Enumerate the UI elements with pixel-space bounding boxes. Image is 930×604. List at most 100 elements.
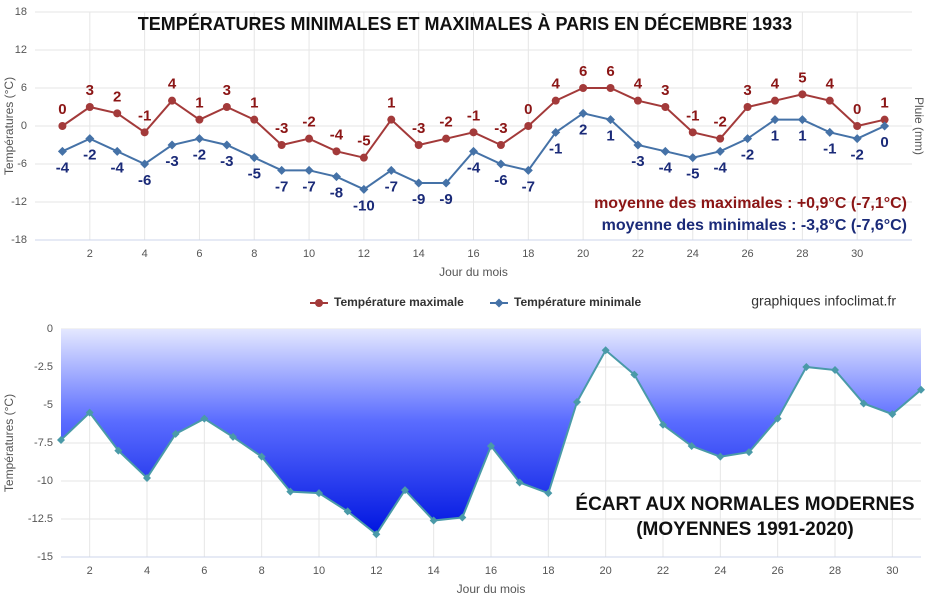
y-tick-label: 12 — [15, 44, 27, 56]
x-tick-label: 28 — [796, 248, 808, 260]
point — [250, 115, 259, 124]
area — [61, 329, 921, 535]
x-axis-title: Jour du mois — [439, 265, 508, 279]
x-tick-label: 20 — [577, 248, 589, 260]
legend-marker — [494, 298, 504, 308]
point — [277, 165, 287, 175]
point — [524, 122, 533, 130]
x-tick-label: 22 — [632, 248, 644, 260]
x-axis-title: Jour du mois — [457, 582, 526, 596]
x-tick-label: 14 — [428, 565, 440, 577]
y-tick-label: -15 — [37, 551, 53, 563]
data-label: 2 — [113, 88, 121, 105]
data-label: 0 — [853, 101, 861, 118]
y-axis-title: Températures (°C) — [2, 77, 16, 175]
data-label: -6 — [138, 172, 151, 189]
y-tick-label: 6 — [21, 82, 27, 94]
data-label: 6 — [606, 63, 614, 80]
point — [469, 146, 478, 156]
data-label: 3 — [743, 82, 751, 99]
y-tick-label: 18 — [15, 6, 27, 18]
point — [888, 410, 897, 419]
x-tick-label: 12 — [370, 565, 382, 577]
x-tick-label: 26 — [772, 565, 784, 577]
point — [578, 108, 588, 118]
point — [797, 115, 807, 125]
data-label: 1 — [195, 95, 203, 112]
point — [441, 178, 451, 188]
data-label: -7 — [385, 178, 398, 195]
data-label: 4 — [552, 76, 561, 93]
data-label: -3 — [275, 120, 288, 137]
data-label: -1 — [138, 107, 151, 124]
data-label: -2 — [193, 147, 206, 164]
point — [386, 165, 396, 175]
point — [515, 478, 524, 487]
point — [257, 452, 266, 461]
data-label: 4 — [168, 76, 177, 93]
point — [687, 442, 696, 451]
point — [429, 516, 438, 525]
data-label: -3 — [165, 153, 178, 170]
point — [745, 448, 753, 457]
data-label: -2 — [302, 114, 315, 131]
x-tick-label: 26 — [741, 248, 753, 260]
point — [401, 486, 409, 495]
credit: graphiques infoclimat.fr — [751, 293, 896, 309]
point — [880, 115, 889, 124]
data-label: -2 — [713, 114, 726, 131]
point — [469, 128, 478, 137]
point — [743, 134, 753, 144]
point — [168, 96, 177, 105]
data-label: 1 — [771, 128, 779, 145]
y2-axis-title: Pluie (mm) — [912, 97, 926, 155]
y-tick-label: -2.5 — [34, 361, 53, 373]
y-tick-label: 0 — [47, 323, 53, 335]
point — [57, 146, 67, 156]
x-tick-label: 2 — [87, 248, 93, 260]
point — [770, 115, 780, 125]
point — [551, 127, 561, 137]
y-tick-label: -6 — [17, 158, 27, 170]
point — [414, 141, 423, 149]
data-label: -4 — [467, 159, 481, 176]
annotation: moyenne des maximales : +0,9°C (-7,1°C) — [594, 195, 907, 212]
data-label: -10 — [353, 197, 375, 214]
x-tick-label: 18 — [522, 248, 534, 260]
point — [743, 103, 752, 111]
data-label: -5 — [248, 166, 261, 183]
point — [633, 140, 643, 150]
y-tick-label: -12.5 — [28, 513, 53, 525]
y-tick-label: -18 — [11, 234, 27, 246]
y-tick-label: -12 — [11, 196, 27, 208]
point — [57, 435, 65, 444]
point — [551, 96, 560, 105]
point — [831, 366, 839, 375]
point — [606, 84, 615, 92]
point — [286, 487, 295, 496]
data-label: 3 — [86, 82, 94, 99]
y-tick-label: -5 — [43, 399, 53, 411]
legend-label: Température minimale — [514, 295, 641, 309]
point — [140, 159, 150, 169]
point — [171, 429, 180, 438]
x-tick-label: 30 — [886, 565, 898, 577]
data-label: 1 — [798, 128, 806, 145]
point — [573, 397, 581, 406]
point — [414, 178, 424, 188]
point — [359, 153, 368, 162]
data-label: 1 — [387, 95, 395, 112]
point — [661, 103, 670, 111]
point — [112, 146, 122, 156]
point — [825, 127, 835, 137]
data-label: -2 — [83, 147, 96, 164]
point — [880, 121, 890, 131]
point — [660, 146, 670, 156]
legend-label: Température maximale — [334, 295, 464, 309]
point — [114, 446, 123, 455]
point — [304, 165, 314, 175]
point — [359, 184, 369, 194]
x-tick-label: 16 — [485, 565, 497, 577]
point — [496, 141, 505, 149]
data-label: -4 — [330, 126, 344, 143]
